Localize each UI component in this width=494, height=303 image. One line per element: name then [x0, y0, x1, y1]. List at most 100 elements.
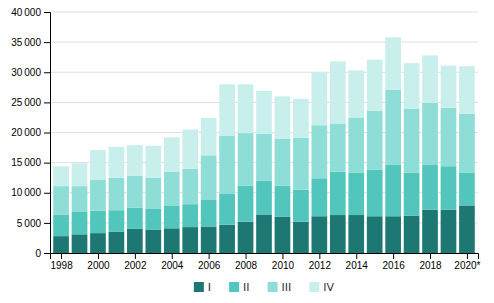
legend-label: II: [243, 281, 250, 294]
x-tick: 2014: [346, 253, 369, 271]
x-tick-mark: [135, 253, 136, 259]
bar: [109, 178, 125, 211]
y-tick-mark: [44, 193, 50, 194]
y-tick-mark: [44, 42, 50, 43]
y-tick-mark: [44, 12, 50, 13]
y-tick-mark: [44, 163, 50, 164]
bar: [182, 129, 198, 168]
bar: [459, 173, 475, 206]
bar: [441, 166, 457, 209]
bar: [422, 103, 438, 165]
bar: [72, 186, 88, 211]
bar: [348, 215, 364, 253]
bar: [385, 165, 401, 216]
bar: [53, 166, 69, 186]
y-tick: 20 000: [11, 127, 50, 138]
x-tick: 2004: [161, 253, 184, 271]
chart: 1998200020022004200620082010201220142016…: [0, 0, 494, 303]
x-tick-mark: [430, 253, 431, 259]
bar: [164, 172, 180, 206]
x-tick-mark: [393, 253, 394, 259]
y-tick-label: 5 000: [17, 218, 42, 229]
bar: [53, 214, 69, 236]
bar: [293, 138, 309, 190]
x-tick: 2020*: [454, 253, 480, 271]
legend-swatch: [194, 282, 204, 292]
legend-label: I: [208, 281, 211, 294]
bar: [441, 66, 457, 108]
y-tick-label: 15 000: [11, 157, 41, 168]
legend-item: I: [194, 281, 211, 294]
bar: [256, 91, 272, 134]
grid-line: [50, 42, 478, 43]
x-tick: 2006: [198, 253, 221, 271]
x-tick-label: 2000: [87, 260, 110, 271]
bar: [201, 118, 217, 155]
bar: [127, 145, 143, 176]
legend-item: IV: [309, 281, 334, 294]
x-axis: 1998200020022004200620082010201220142016…: [50, 253, 480, 271]
y-tick: 25 000: [11, 97, 50, 108]
y-tick-label: 30 000: [11, 67, 41, 78]
bar: [348, 70, 364, 117]
bar: [256, 134, 272, 181]
bar: [256, 214, 272, 253]
bar: [238, 84, 254, 133]
bar: [238, 133, 254, 185]
bar: [53, 236, 69, 253]
grid: [50, 12, 478, 253]
bar: [275, 186, 291, 217]
bar: [201, 155, 217, 200]
legend-item: III: [268, 281, 292, 294]
x-tick-mark: [209, 253, 210, 259]
y-tick: 30 000: [11, 67, 50, 78]
x-tick: 1998: [50, 253, 73, 271]
x-tick-label: 2018: [419, 260, 442, 271]
y-tick: 10 000: [11, 187, 50, 198]
bar: [441, 210, 457, 253]
y-tick: 0: [35, 248, 50, 259]
bar: [109, 210, 125, 232]
y-tick: 15 000: [11, 157, 50, 168]
bar: [459, 114, 475, 173]
legend-swatch: [268, 282, 278, 292]
y-tick-label: 40 000: [11, 7, 41, 18]
bar: [330, 123, 346, 171]
bar: [145, 230, 161, 253]
legend-item: II: [229, 281, 250, 294]
bar: [404, 63, 420, 109]
legend-swatch: [229, 282, 239, 292]
x-tick-label: 2012: [309, 260, 332, 271]
plot: 1998200020022004200620082010201220142016…: [11, 7, 480, 271]
bar: [348, 117, 364, 172]
y-tick-label: 25 000: [11, 97, 41, 108]
x-tick-label: 1998: [50, 260, 73, 271]
bar: [367, 60, 383, 111]
legend: IIIIIIIV: [194, 281, 335, 294]
bar: [312, 72, 328, 125]
bars: [53, 37, 475, 253]
legend-swatch: [309, 282, 319, 292]
bar: [238, 222, 254, 253]
x-tick: 2012: [309, 253, 332, 271]
bar: [422, 165, 438, 210]
series: [53, 37, 475, 186]
bar: [201, 226, 217, 253]
x-axis-line: [51, 254, 479, 260]
y-tick-mark: [44, 72, 50, 73]
bar: [201, 200, 217, 227]
y-tick-mark: [44, 223, 50, 224]
bar: [404, 109, 420, 173]
bar: [275, 96, 291, 138]
bar: [164, 137, 180, 171]
y-tick-label: 35 000: [11, 37, 41, 48]
bar: [182, 204, 198, 227]
bar: [219, 225, 235, 253]
bar: [72, 234, 88, 253]
y-tick-label: 10 000: [11, 187, 41, 198]
bar: [145, 178, 161, 209]
bar: [330, 172, 346, 215]
bar: [219, 84, 235, 135]
bar: [441, 108, 457, 166]
bar: [109, 147, 125, 178]
